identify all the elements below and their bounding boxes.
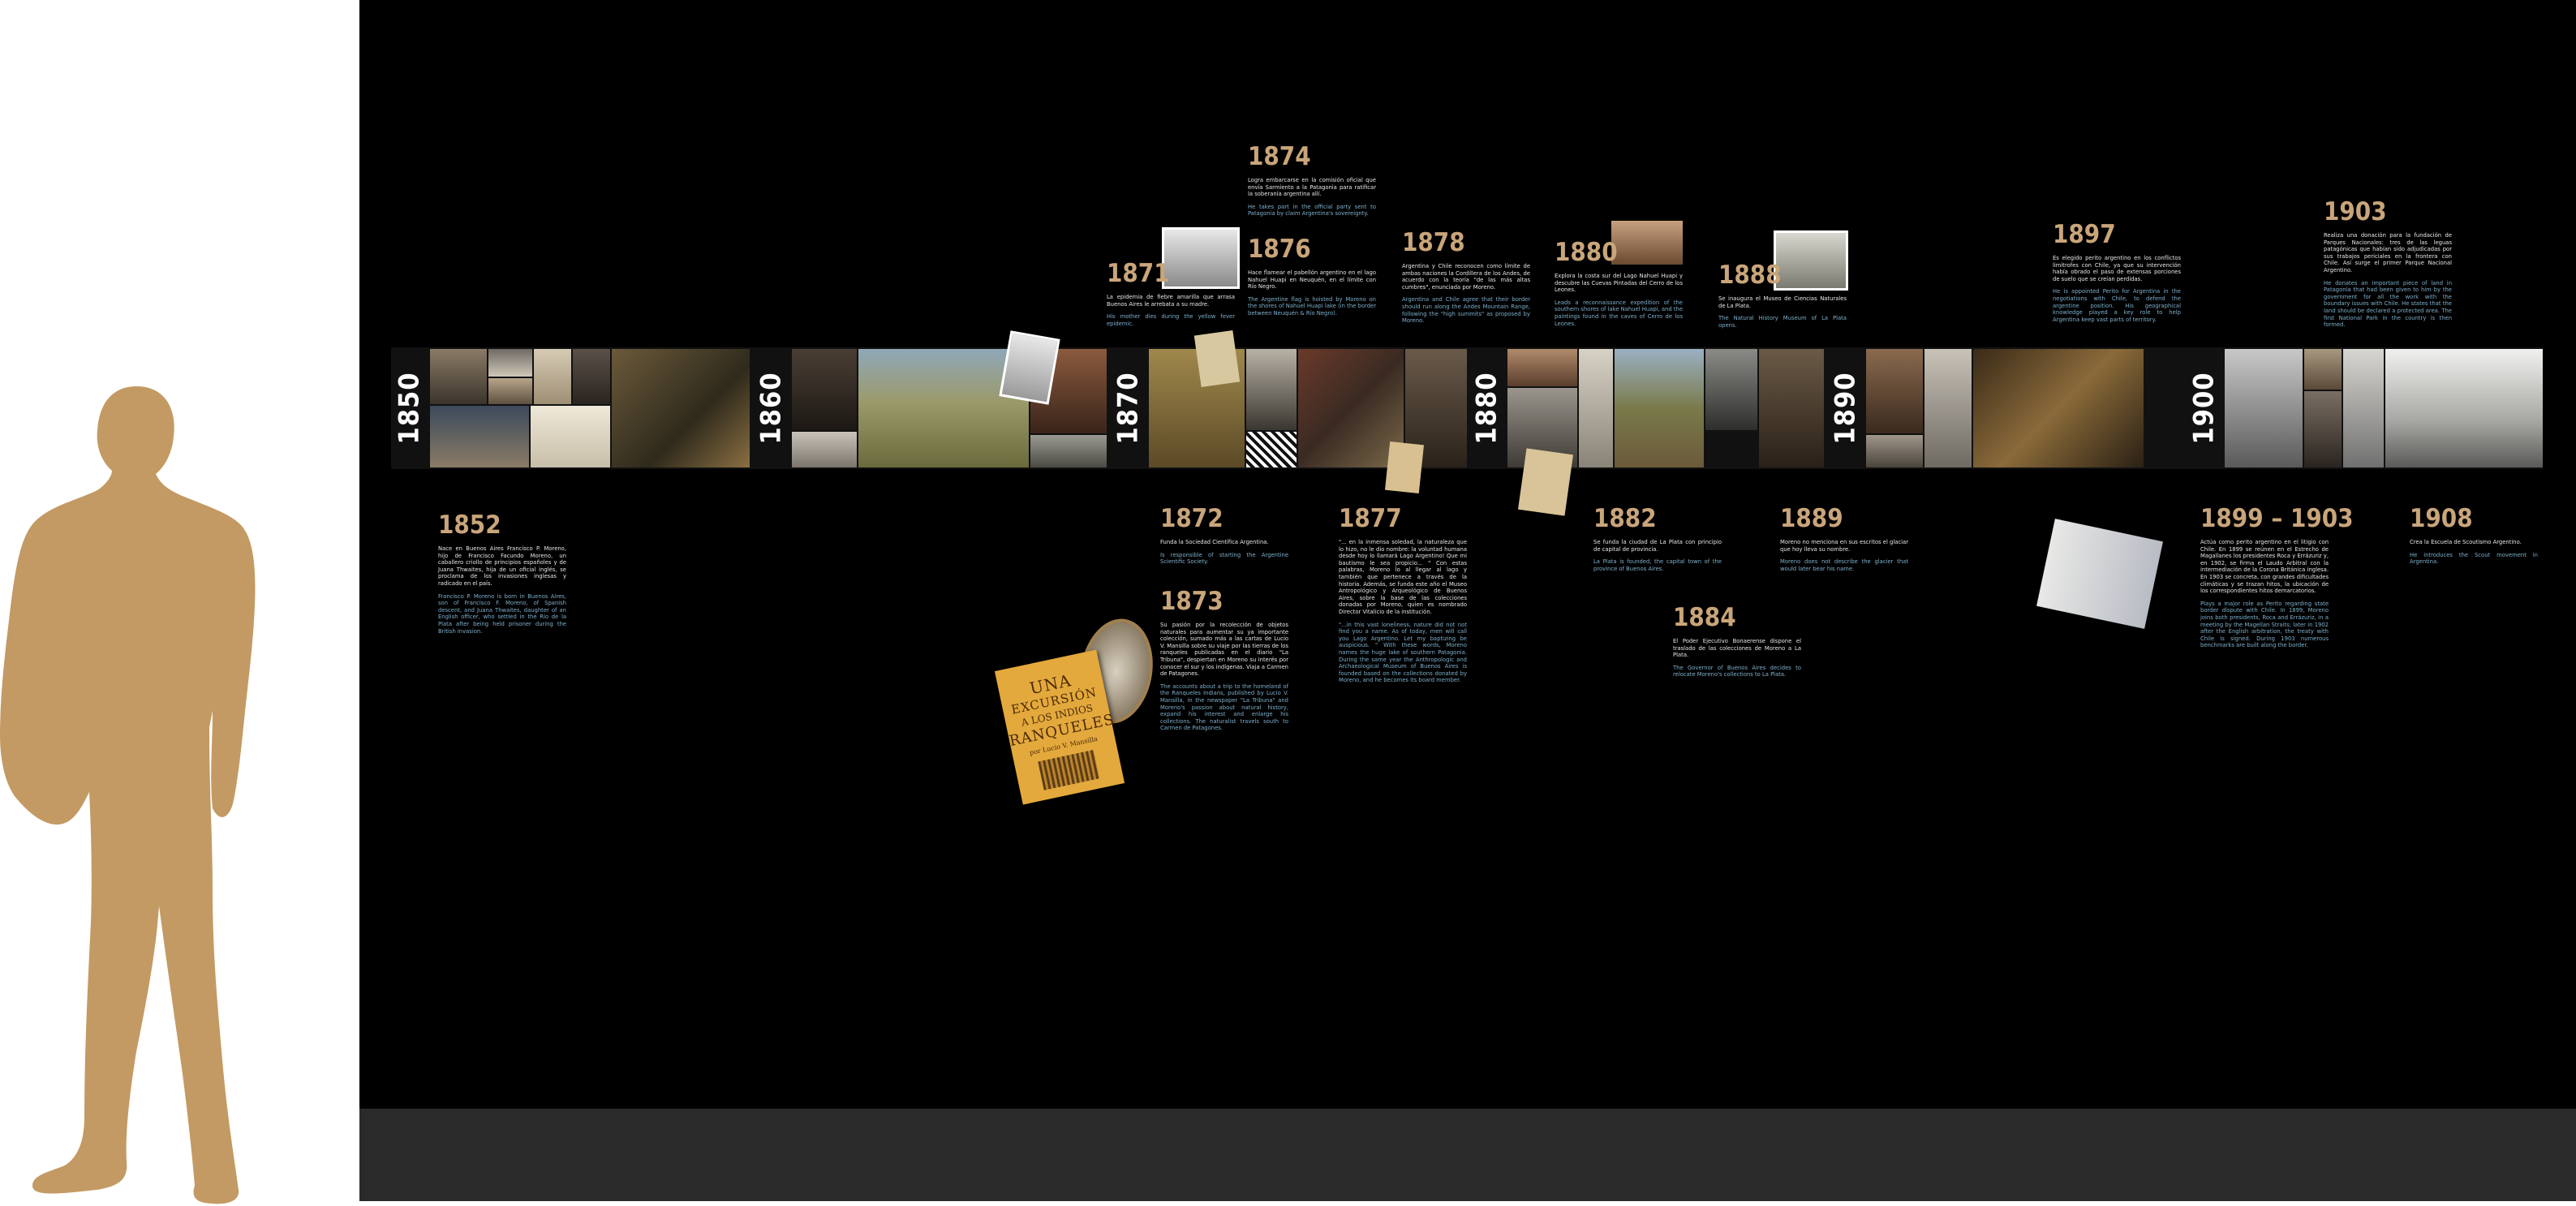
timeline-event: 1882 Se funda la ciudad de La Plata con …: [1593, 504, 1722, 572]
photo-tile: [534, 349, 571, 404]
timeline-event: 1884 El Poder Ejecutivo Bonaerense dispo…: [1673, 603, 1801, 678]
photo-tile: [1246, 349, 1297, 430]
timeline-event: 1880 Explora la costa sur del Lago Nahue…: [1555, 238, 1683, 327]
photo-tile: [2225, 349, 2303, 467]
decade-label: 1860: [755, 372, 789, 445]
photo-framed: [1611, 221, 1683, 265]
photo-tile: [1866, 435, 1923, 467]
timeline-event: 1897 Es elegido perito argentino en los …: [2053, 220, 2181, 323]
decade-label: 1870: [1112, 372, 1146, 445]
timeline-event: 1888 Se inaugura el Museo de Ciencias Na…: [1718, 261, 1847, 329]
timeline-event: 1873 Su pasión por la recolección de obj…: [1160, 587, 1288, 732]
photo-tile: [1030, 435, 1107, 467]
timeline-event: 1871 La epidemia de fiebre amarilla que …: [1107, 259, 1235, 327]
photo-tile: [1298, 349, 1404, 467]
decade-label: 1890: [1830, 372, 1863, 445]
photo-tile: [1866, 349, 1923, 433]
timeline-event: 1872 Funda la Sociedad Científica Argent…: [1160, 504, 1288, 566]
timeline-event: 1852 Nace en Buenos Aires Francisco P. M…: [438, 510, 566, 635]
photo-band: [391, 347, 2543, 469]
photo-tile: [1615, 349, 1704, 467]
decade-label: 1880: [1471, 372, 1504, 445]
photo-tile: [1579, 349, 1613, 467]
photo-tile: [1759, 349, 1824, 467]
photo-tile: [2304, 391, 2342, 467]
small-book: [1193, 329, 1241, 388]
timeline-event: 1877 "... en la inmensa soledad, la natu…: [1339, 504, 1467, 684]
photo-tile: [858, 349, 1029, 467]
photo-tile: [573, 349, 610, 404]
photo-tile: [2385, 349, 2543, 467]
timeline-event: 1874 Logra embarcarse en la comisión ofi…: [1248, 142, 1376, 218]
timeline-event: 1903 Realiza una donación para la fundac…: [2324, 197, 2452, 329]
human-silhouette-icon: [0, 386, 256, 1204]
photo-tile: [612, 349, 750, 467]
small-book: [1384, 441, 1425, 494]
decade-label: 1850: [393, 372, 427, 445]
timeline-event: 1878 Argentina y Chile reconocen como lí…: [1402, 228, 1530, 325]
timeline-event: 1899 – 1903 Actúa como perito argentino …: [2200, 504, 2354, 649]
photo-tile: [488, 378, 532, 404]
photo-tile: [1246, 432, 1297, 467]
photo-framed: [1162, 227, 1240, 289]
photo-tile: [2304, 349, 2342, 390]
floor-strip: [359, 1109, 2576, 1201]
photo-tile: [1507, 349, 1577, 386]
photo-tile: [1705, 349, 1757, 430]
photo-tile: [430, 406, 529, 467]
timeline-event: 1889 Moreno no menciona en sus escritos …: [1780, 504, 1908, 572]
timeline-event: 1876 Hace flamear el pabellón argentino …: [1248, 235, 1376, 317]
photo-tile: [792, 432, 857, 467]
photo-tile: [1924, 349, 1972, 467]
photo-framed: [1774, 230, 1848, 291]
photo-tile: [430, 349, 487, 404]
small-book: [1517, 448, 1574, 516]
photo-tile: [531, 406, 610, 467]
exhibit-wall: [359, 0, 2576, 1109]
timeline-event: 1908 Crea la Escuela de Scoutismo Argent…: [2410, 504, 2538, 566]
photo-tile: [2343, 349, 2384, 467]
photo-tile: [1973, 349, 2144, 467]
photo-tile: [792, 349, 857, 430]
decade-label: 1900: [2188, 372, 2221, 445]
photo-tile: [488, 349, 532, 377]
